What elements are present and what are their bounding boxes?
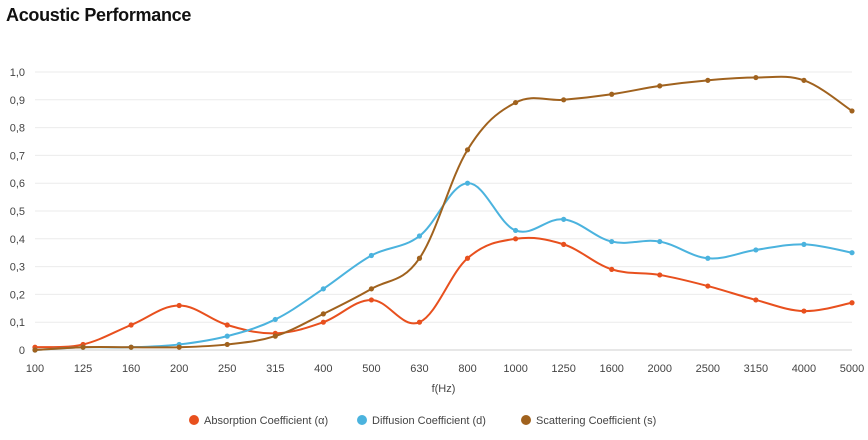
data-point-1 xyxy=(368,252,375,259)
y-tick-label: 0,3 xyxy=(10,262,25,274)
data-point-2 xyxy=(849,108,855,114)
data-point-2 xyxy=(512,99,519,106)
data-point-0 xyxy=(368,297,375,303)
data-point-0 xyxy=(705,283,711,289)
data-point-0 xyxy=(320,319,326,325)
data-point-2 xyxy=(464,147,471,153)
data-point-1 xyxy=(561,216,567,222)
data-point-0 xyxy=(176,302,182,309)
data-point-0 xyxy=(657,272,663,278)
x-tick-label: 1250 xyxy=(551,363,575,375)
x-tick-label: 3150 xyxy=(744,363,768,375)
data-point-2 xyxy=(128,344,134,350)
x-tick-label: 400 xyxy=(314,363,332,375)
x-tick-label: 500 xyxy=(362,363,380,375)
data-point-2 xyxy=(176,344,182,350)
x-tick-label: 2500 xyxy=(696,363,720,375)
y-tick-label: 0,9 xyxy=(10,95,25,107)
data-point-2 xyxy=(224,341,230,348)
data-point-1 xyxy=(272,316,278,323)
data-point-0 xyxy=(224,322,230,328)
chart-title: Acoustic Performance xyxy=(6,5,192,25)
x-tick-label: 100 xyxy=(26,363,44,375)
y-tick-label: 0 xyxy=(19,345,25,357)
data-point-1 xyxy=(849,250,855,256)
x-tick-label: 800 xyxy=(458,363,476,375)
x-axis-label: f(Hz) xyxy=(432,383,456,395)
data-point-2 xyxy=(368,286,375,292)
y-tick-label: 0,2 xyxy=(10,289,25,301)
legend-marker-0 xyxy=(189,415,199,425)
y-tick-label: 0,5 xyxy=(10,206,25,218)
x-tick-label: 630 xyxy=(410,363,428,375)
data-point-0 xyxy=(849,300,855,306)
data-point-1 xyxy=(657,238,663,245)
data-point-1 xyxy=(705,255,711,261)
legend-marker-2 xyxy=(521,415,531,425)
data-point-2 xyxy=(705,77,711,83)
series-layer xyxy=(32,74,855,353)
x-tick-label: 5000 xyxy=(840,363,864,375)
data-point-2 xyxy=(80,344,86,350)
data-point-2 xyxy=(657,83,663,89)
data-point-1 xyxy=(224,333,230,339)
data-point-2 xyxy=(416,255,423,261)
x-tick-label: 1000 xyxy=(503,363,527,375)
data-point-1 xyxy=(512,227,519,234)
data-point-0 xyxy=(753,297,759,303)
series-line-2 xyxy=(34,75,853,351)
x-tick-label: 315 xyxy=(266,363,284,375)
x-tick-label: 1600 xyxy=(599,363,623,375)
data-point-2 xyxy=(320,311,326,317)
data-point-2 xyxy=(32,347,38,353)
y-tick-label: 0,4 xyxy=(10,234,25,246)
data-point-0 xyxy=(801,308,807,314)
series-line-0 xyxy=(34,236,853,349)
data-point-2 xyxy=(801,77,807,83)
data-point-1 xyxy=(753,247,759,253)
data-point-1 xyxy=(609,238,615,245)
data-point-1 xyxy=(801,241,807,247)
data-point-2 xyxy=(561,97,567,103)
data-point-2 xyxy=(753,74,759,81)
legend-label-1: Diffusion Coefficient (d) xyxy=(372,415,486,427)
data-point-1 xyxy=(464,180,471,186)
data-point-0 xyxy=(464,255,471,261)
data-point-0 xyxy=(416,319,423,325)
y-tick-label: 1,0 xyxy=(10,67,25,79)
data-point-2 xyxy=(609,91,615,97)
data-point-0 xyxy=(561,241,567,247)
legend-layer: Absorption Coefficient (α) Diffusion Coef… xyxy=(189,415,656,427)
x-tick-label: 125 xyxy=(74,363,92,375)
axis-layer: 0 0,1 0,2 0,3 0,4 0,5 0,6 0,7 0,8 0,9 1,0 100 125 160… xyxy=(10,67,865,375)
y-tick-label: 0,8 xyxy=(10,123,25,135)
x-tick-label: 4000 xyxy=(792,363,816,375)
y-tick-label: 0,7 xyxy=(10,150,25,162)
data-point-1 xyxy=(320,286,326,292)
y-tick-label: 0,6 xyxy=(10,178,25,190)
data-point-0 xyxy=(512,236,519,242)
x-tick-label: 250 xyxy=(218,363,236,375)
y-tick-label: 0,1 xyxy=(10,317,25,329)
data-point-0 xyxy=(128,322,134,328)
legend-marker-1 xyxy=(357,415,367,425)
data-point-1 xyxy=(416,233,423,239)
data-point-0 xyxy=(609,266,615,272)
x-tick-label: 200 xyxy=(170,363,188,375)
legend-label-0: Absorption Coefficient (α) xyxy=(204,415,328,427)
legend-label-2: Scattering Coefficient (s) xyxy=(536,415,656,427)
data-point-2 xyxy=(272,333,278,339)
x-tick-label: 160 xyxy=(122,363,140,375)
x-tick-label: 2000 xyxy=(648,363,672,375)
grid-layer xyxy=(35,71,852,351)
